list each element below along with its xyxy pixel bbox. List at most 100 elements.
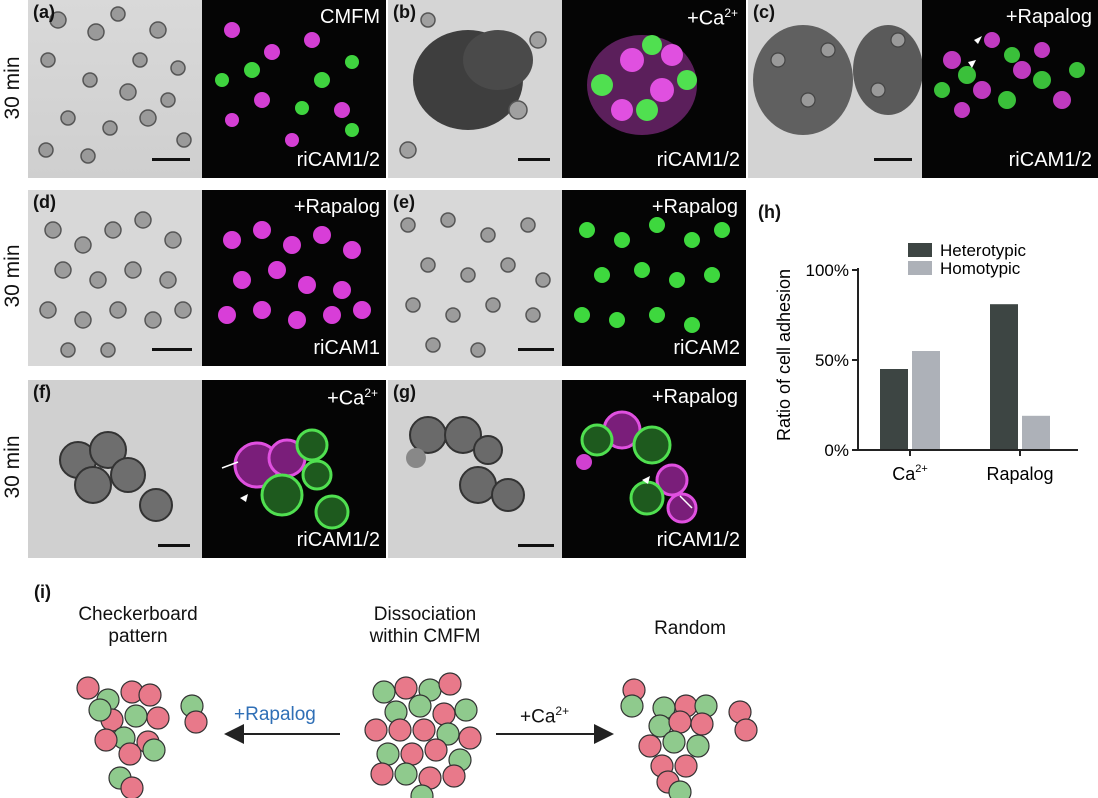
bar-heterotypic-1 — [990, 304, 1018, 450]
panel-b-top-sup: 2+ — [724, 6, 738, 20]
panel-label-a: (a) — [33, 2, 55, 22]
panel-f-top-sup: 2+ — [364, 386, 378, 400]
schematic-cell — [94, 728, 118, 752]
bar-homotypic-0 — [912, 351, 940, 450]
row-label-2: 30 min — [1, 244, 24, 308]
fluorescence-image-b — [562, 0, 746, 178]
schematic-cell — [394, 762, 418, 786]
fluorescence-image-f — [202, 380, 386, 558]
y-tick-label: 100% — [806, 261, 849, 280]
brightfield-cells-a — [38, 6, 192, 164]
fluorescence-image-e — [562, 190, 746, 366]
legend-label-heterotypic: Heterotypic — [940, 241, 1026, 260]
schematic-cell — [620, 694, 644, 718]
panel-a: (a) CMFM riCAM1/2 — [28, 0, 386, 178]
panel-f-top-base: +Ca — [327, 387, 365, 410]
schematic-cell — [118, 742, 142, 766]
schematic-cell — [454, 698, 478, 722]
checkerboard-title-2: pattern — [108, 626, 168, 647]
scale-bar-d — [152, 348, 192, 351]
panel-f-bottom-text: riCAM1/2 — [296, 529, 380, 551]
ca-arrow-label: +Ca2+ — [520, 704, 569, 728]
panel-c: (c) +Rapalog riCAM1/2 — [748, 0, 1098, 178]
panel-label-f: (f) — [33, 382, 51, 402]
schematic-cell — [668, 780, 692, 798]
fluorescence-cells-f — [221, 428, 350, 530]
fluorescence-cells-g — [576, 410, 698, 524]
schematic-cell — [184, 710, 208, 734]
schematic-cell — [438, 672, 462, 696]
rapalog-arrow-label: +Rapalog — [234, 704, 316, 725]
panel-e-top-text: +Rapalog — [651, 196, 738, 218]
x-tick-label: Ca2+ — [892, 463, 928, 484]
y-axis-label: Ratio of cell adhesion — [774, 269, 794, 441]
brightfield-cells-d — [39, 211, 192, 358]
panel-b-top-text: +Ca2+ — [687, 6, 738, 31]
fluorescence-cells-e — [574, 217, 730, 333]
schematic-cell — [674, 754, 698, 778]
panel-label-b: (b) — [393, 2, 416, 22]
schematic-cell — [638, 734, 662, 758]
schematic-cell — [668, 710, 692, 734]
panel-label-c: (c) — [753, 2, 775, 22]
brightfield-image-b — [388, 0, 562, 178]
fluorescence-image-g — [562, 380, 746, 558]
panel-label-d: (d) — [33, 192, 56, 212]
schematic-cell — [410, 784, 434, 798]
schematic-cell — [124, 704, 148, 728]
schematic-cell — [690, 712, 714, 736]
panel-a-bottom-text: riCAM1/2 — [296, 149, 380, 171]
panel-d: (d) +Rapalog riCAM1 — [28, 190, 386, 366]
schematic-cell — [146, 706, 170, 730]
schematic-cell — [76, 676, 100, 700]
schematic-cell — [88, 698, 112, 722]
schematic-cell — [408, 694, 432, 718]
dissociation-title-2: within CMFM — [369, 626, 481, 647]
brightfield-image-c — [748, 0, 923, 178]
checkerboard-title-1: Checkerboard — [78, 604, 198, 625]
panel-c-top-text: +Rapalog — [1005, 6, 1092, 28]
brightfield-cells-e — [400, 212, 551, 358]
panel-b-top-base: +Ca — [687, 7, 725, 30]
axes: 0% 50% 100% Ca2+ Rapalog — [806, 261, 1078, 484]
brightfield-image-f — [28, 380, 202, 558]
schematic-cell — [364, 718, 388, 742]
brightfield-cells-b — [399, 12, 547, 159]
panel-b: (b) +Ca2+ riCAM1/2 — [388, 0, 746, 178]
panel-g: (g) +Rapalog riCAM1/2 — [388, 380, 746, 558]
schematic-cell — [686, 734, 710, 758]
schematic-cell — [734, 718, 758, 742]
schematic-cell — [412, 718, 436, 742]
panel-label-i: (i) — [34, 582, 51, 602]
panel-g-top-text: +Rapalog — [651, 386, 738, 408]
brightfield-cells-f — [59, 431, 173, 522]
bars — [880, 304, 1050, 450]
panel-b-bottom-text: riCAM1/2 — [656, 149, 740, 171]
legend-swatch-heterotypic — [908, 243, 932, 257]
schematic-diagram — [76, 672, 758, 798]
dissociation-title-1: Dissociation — [373, 604, 477, 625]
schematic-cell — [432, 702, 456, 726]
legend-swatch-homotypic — [908, 261, 932, 275]
panel-label-e: (e) — [393, 192, 415, 212]
fluorescence-image-d — [202, 190, 386, 366]
scale-bar-g — [518, 544, 554, 547]
row-label-1: 30 min — [1, 56, 24, 120]
schematic-cell — [138, 683, 162, 707]
scale-bar-c — [874, 158, 912, 161]
panel-e: (e) +Rapalog riCAM2 — [388, 190, 746, 366]
brightfield-image-d — [28, 190, 202, 366]
ca-arrow-sup: 2+ — [555, 704, 570, 718]
ca-arrow-base: +Ca — [520, 706, 556, 728]
schematic-cell — [394, 676, 418, 700]
fluorescence-image-c — [922, 0, 1098, 178]
schematic-cell — [120, 776, 144, 798]
panel-c-bottom-text: riCAM1/2 — [1008, 149, 1092, 171]
schematic-cell — [400, 742, 424, 766]
fluorescence-cells-b — [587, 35, 697, 135]
panel-e-bottom-text: riCAM2 — [673, 337, 740, 359]
bar-homotypic-1 — [1022, 415, 1050, 450]
schematic-cell — [370, 762, 394, 786]
legend-label-homotypic: Homotypic — [940, 259, 1021, 278]
